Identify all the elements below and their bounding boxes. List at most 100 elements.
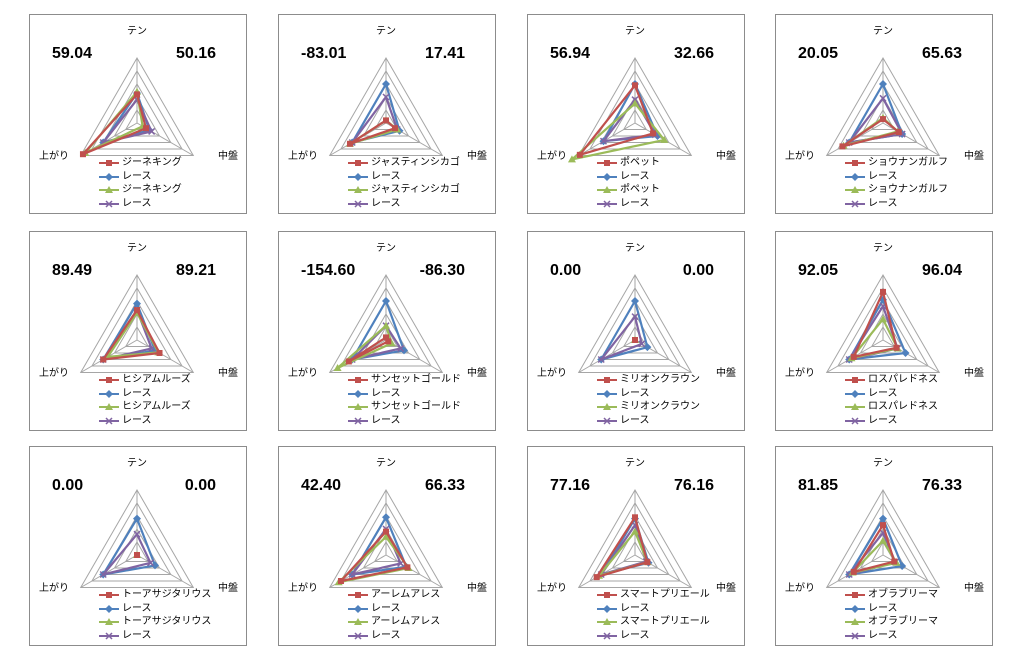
legend-marker xyxy=(603,631,611,640)
legend-label: ミリオンクラウン xyxy=(620,401,700,412)
legend-marker xyxy=(355,592,361,598)
legend-marker xyxy=(105,389,113,398)
legend-item: レース xyxy=(98,197,182,211)
legend-item: ロスパレドネス xyxy=(844,373,938,387)
axis-spoke xyxy=(136,339,194,373)
axis-label: 上がり xyxy=(288,583,318,594)
legend-label: ショウナンガルフ xyxy=(868,157,948,168)
legend-swatch xyxy=(845,592,865,598)
data-point-horse-a xyxy=(79,151,86,158)
data-point-horse-a xyxy=(345,358,352,365)
legend-item: レース xyxy=(347,629,440,643)
data-point-horse-a xyxy=(632,337,638,343)
data-point-horse-a xyxy=(593,574,600,581)
legend-marker xyxy=(106,377,112,383)
series-line-race-a xyxy=(351,299,406,361)
legend-label: レース xyxy=(371,414,401,426)
legend-item: レース xyxy=(98,629,211,643)
data-point-horse-a xyxy=(134,552,140,558)
legend-marker xyxy=(603,199,611,208)
legend-item: レース xyxy=(98,387,191,401)
legend-marker xyxy=(603,618,611,625)
legend-marker xyxy=(105,618,113,625)
legend: トーアサジタリウス レース トーアサジタリウス レース xyxy=(98,588,211,642)
legend-item: ロスパレドネス xyxy=(844,400,938,414)
legend-label: レース xyxy=(868,170,898,182)
legend: ミリオンクラウン レース ミリオンクラウン レース xyxy=(596,373,700,427)
legend-item: アーレムアレス xyxy=(347,588,440,602)
legend-item: サンセットゴールド xyxy=(347,400,461,414)
series-line-race-b xyxy=(102,533,152,576)
legend-swatch xyxy=(348,618,368,625)
data-point-race-b xyxy=(597,355,605,364)
data-point-race-a xyxy=(400,346,409,355)
legend-label: オブラブリーマ xyxy=(868,589,938,600)
legend-marker xyxy=(355,160,361,166)
radar-plot xyxy=(79,57,195,158)
legend-marker xyxy=(105,186,113,193)
legend-swatch xyxy=(845,199,865,208)
data-point-horse-a xyxy=(134,307,140,314)
legend-swatch xyxy=(99,416,119,425)
legend-label: ショウナンガルフ xyxy=(868,184,948,195)
legend-item: スマートプリエール xyxy=(596,588,710,602)
grid-ring xyxy=(825,489,941,588)
radar-plot xyxy=(79,274,195,373)
radar-plot xyxy=(577,489,693,588)
axis-label: 上がり xyxy=(39,368,69,379)
radar-chart-panel: 56.94 32.66 テン 中盤 上がり ポペット レース ポペット レース xyxy=(527,14,745,214)
legend-label: レース xyxy=(620,387,650,399)
legend-label: ジャスティンシカゴ xyxy=(371,157,460,168)
legend-item: レース xyxy=(98,170,182,184)
legend-marker xyxy=(852,160,858,166)
legend-swatch xyxy=(348,160,368,166)
radar-plot xyxy=(825,57,941,156)
legend-label: レース xyxy=(868,197,898,209)
legend-item: ショウナンガルフ xyxy=(844,156,948,170)
right-value-label: 96.04 xyxy=(921,262,962,279)
legend-marker xyxy=(851,403,859,410)
axis-spoke xyxy=(385,554,443,588)
legend-swatch xyxy=(597,199,617,208)
data-point-race-b xyxy=(638,340,646,348)
left-value-label: 81.85 xyxy=(798,477,839,494)
legend-swatch xyxy=(845,631,865,640)
legend-item: ミリオンクラウン xyxy=(596,373,700,387)
legend-label: レース xyxy=(620,602,650,614)
data-point-horse-a xyxy=(100,356,107,363)
legend-item: レース xyxy=(347,170,460,184)
grid-ring xyxy=(91,287,183,367)
legend-label: レース xyxy=(868,602,898,614)
legend-marker xyxy=(851,618,859,625)
legend-label: レース xyxy=(620,629,650,641)
legend-marker xyxy=(604,592,610,598)
legend-marker xyxy=(851,172,859,181)
data-point-horse-a xyxy=(385,338,392,345)
legend-marker xyxy=(354,199,362,208)
legend-marker xyxy=(851,416,859,425)
radar-plot xyxy=(825,489,941,588)
legend-swatch xyxy=(845,377,865,383)
legend-marker xyxy=(354,403,362,410)
legend-marker xyxy=(105,604,113,613)
left-value-label: 42.40 xyxy=(301,477,342,494)
legend-item: オブラブリーマ xyxy=(844,588,938,602)
legend: サンセットゴールド レース サンセットゴールド レース xyxy=(347,373,461,427)
grid-ring xyxy=(837,70,929,150)
legend-marker xyxy=(852,592,858,598)
radar-plot xyxy=(567,57,693,163)
grid-ring xyxy=(577,274,693,373)
legend-item: レース xyxy=(596,414,700,428)
axis-label: 中盤 xyxy=(467,151,487,162)
grid-ring xyxy=(328,274,444,373)
legend-swatch xyxy=(597,604,617,613)
legend-label: ロスパレドネス xyxy=(868,401,938,412)
legend: ロスパレドネス レース ロスパレドネス レース xyxy=(844,373,938,427)
axis-label: 中盤 xyxy=(716,368,736,379)
legend-label: ジーネキング xyxy=(122,157,182,168)
radar-chart-panel: -83.01 17.41 テン 中盤 上がり ジャスティンシカゴ レース ジャスティンシカゴレ… xyxy=(278,14,496,214)
radar-chart-panel: 92.05 96.04 テン 中盤 上がり ロスパレドネス レース ロスパレドネス レース xyxy=(775,231,993,431)
legend-swatch xyxy=(597,618,617,625)
legend-item: レース xyxy=(596,197,660,211)
